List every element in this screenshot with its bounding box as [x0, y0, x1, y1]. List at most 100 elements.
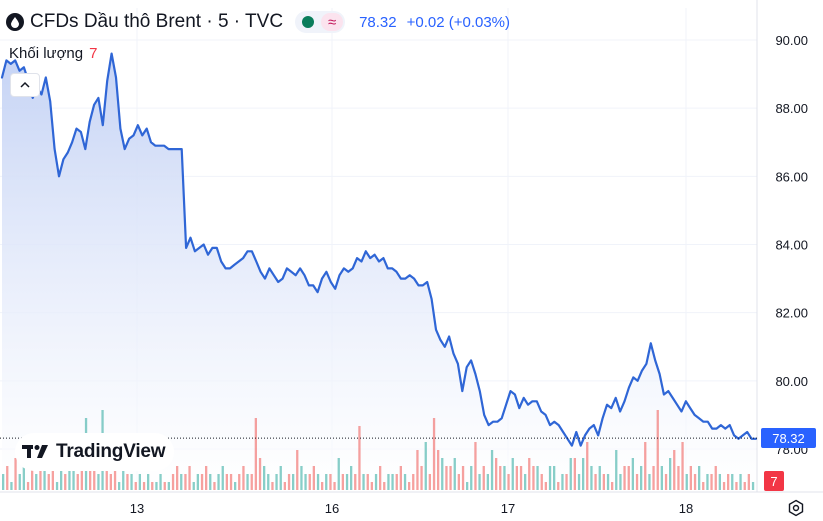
volume-bar: [325, 474, 328, 490]
gear-icon[interactable]: [786, 498, 806, 518]
volume-bar: [706, 474, 709, 490]
volume-bar: [14, 458, 17, 490]
volume-bar: [292, 474, 295, 490]
volume-bar: [39, 466, 42, 490]
volume-bar: [200, 474, 204, 490]
volume-bar: [217, 474, 220, 490]
volume-bar: [652, 466, 655, 490]
volume-value-tag: 7: [764, 471, 784, 491]
volume-bar: [644, 442, 647, 490]
volume-bar: [287, 474, 291, 490]
volume-bar: [26, 482, 30, 490]
volume-bar: [619, 474, 622, 490]
volume-bar: [205, 466, 208, 490]
volume-bar: [337, 458, 340, 490]
volume-bar: [250, 474, 253, 490]
chart-legend-header: CFDs Dầu thô Brent · 5 · TVC ≈ 78.32 +0.…: [6, 9, 510, 35]
logo-text: TradingView: [56, 441, 166, 462]
volume-bar: [362, 474, 365, 490]
volume-bar: [258, 458, 262, 490]
volume-bar: [606, 474, 610, 490]
volume-bar: [565, 474, 568, 490]
volume-bar: [271, 482, 274, 490]
volume-bar: [698, 466, 701, 490]
volume-bar: [196, 474, 199, 490]
collapse-legend-button[interactable]: [10, 73, 40, 97]
volume-bar: [602, 474, 605, 490]
wave-icon: ≈: [321, 13, 344, 31]
volume-bar: [751, 482, 755, 490]
volume-bar: [379, 466, 382, 490]
volume-bar: [76, 474, 79, 490]
volume-bar: [586, 442, 589, 490]
volume-bar: [188, 466, 191, 490]
volume-bar: [453, 458, 456, 490]
time-axis-label: 16: [325, 501, 339, 516]
volume-bar: [412, 474, 415, 490]
volume-bar: [51, 458, 54, 490]
volume-bar: [267, 474, 270, 490]
volume-bar: [89, 466, 92, 490]
volume-bar: [366, 474, 369, 490]
volume-bar: [495, 458, 498, 490]
volume-bar: [457, 474, 460, 490]
volume-bar: [113, 466, 117, 490]
volume-bar: [673, 450, 676, 490]
market-status-pill[interactable]: ≈: [295, 11, 346, 33]
volume-bar: [474, 442, 477, 490]
time-axis-label: 18: [679, 501, 693, 516]
volume-bar: [134, 482, 137, 490]
volume-bar: [408, 482, 411, 490]
volume-bar: [656, 410, 659, 490]
volume-bar: [159, 474, 162, 490]
volume-bar: [735, 482, 738, 490]
volume-bar: [192, 482, 195, 490]
volume-bar: [370, 482, 373, 490]
volume-bar: [254, 418, 257, 490]
volume-bar: [598, 466, 601, 490]
volume-bar: [22, 466, 25, 490]
volume-bar: [118, 482, 121, 490]
volume-bar: [171, 474, 175, 490]
market-open-dot-icon: [302, 16, 315, 28]
price-area-fill: [2, 53, 756, 490]
time-axis-label: 13: [130, 501, 144, 516]
symbol-title[interactable]: CFDs Dầu thô Brent · 5 · TVC: [30, 11, 284, 32]
volume-bar: [441, 458, 444, 490]
volume-bar: [424, 442, 427, 490]
volume-bar: [130, 474, 133, 490]
tradingview-logo[interactable]: TradingView: [15, 433, 174, 471]
volume-bar: [354, 474, 357, 490]
volume-bar: [109, 474, 112, 490]
volume-bar: [470, 466, 473, 490]
volume-bar: [395, 474, 398, 490]
volume-bar: [234, 482, 237, 490]
volume-bar: [151, 482, 154, 490]
volume-bar: [176, 466, 179, 490]
volume-bar: [540, 474, 543, 490]
volume-bar: [68, 458, 71, 490]
last-price-value: 78.32: [359, 13, 397, 31]
volume-bar: [428, 474, 431, 490]
volume-bar: [155, 482, 158, 490]
time-axis[interactable]: 13 16 17 18: [130, 501, 693, 516]
volume-bar: [511, 458, 514, 490]
volume-bar: [316, 474, 320, 490]
volume-bar: [722, 482, 726, 490]
volume-bar: [466, 482, 469, 490]
price-axis-label: 82.00: [775, 306, 808, 321]
volume-bar: [163, 482, 166, 490]
volume-bar: [358, 426, 361, 490]
volume-bar: [35, 474, 38, 490]
volume-bar: [350, 466, 353, 490]
volume-bar: [710, 474, 713, 490]
price-change: +0.02 (+0.03%): [406, 13, 511, 31]
volume-bar: [689, 466, 692, 490]
volume-bar: [669, 458, 672, 490]
volume-bar: [279, 466, 282, 490]
volume-bar: [321, 482, 324, 490]
volume-bar: [10, 482, 13, 490]
